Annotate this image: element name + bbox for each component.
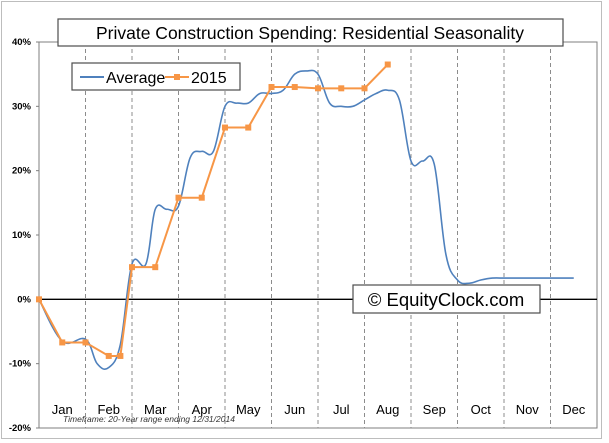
x-tick-label: Jun [284,402,305,417]
x-tick-label: Jul [333,402,350,417]
series-2015-point [117,352,124,359]
x-tick-label: Aug [376,402,399,417]
x-tick-label: Dec [562,402,586,417]
series-2015-point [175,194,182,201]
x-tick-label: May [236,402,261,417]
series-2015-point [59,339,66,346]
y-tick-label: 40% [12,37,32,48]
legend: Average 2015 [71,62,241,91]
y-tick-label: 10% [12,230,32,241]
watermark-text: © EquityClock.com [368,289,525,310]
y-tick-label: 20% [12,166,32,177]
series-2015-point [268,84,275,91]
watermark-box: © EquityClock.com [352,284,541,314]
x-axis-labels: Jan Feb Mar Apr May Jun Jul Aug Sep Oct Nov Dec [52,402,586,417]
x-tick-label: Apr [192,402,213,417]
series-2015-point [152,264,159,271]
y-tick-label: -20% [9,423,32,434]
series-2015-point [291,84,298,91]
x-tick-label: Mar [144,402,167,417]
x-tick-label: Nov [516,402,540,417]
legend-2015-label: 2015 [191,70,227,87]
series-2015-point [198,194,205,201]
series-average-line [38,69,574,370]
x-tick-label: Feb [98,402,120,417]
x-tick-label: Oct [471,402,492,417]
series-2015-point [36,296,42,303]
series-2015-point [338,85,345,92]
chart-border [1,1,602,439]
series-2015-point [129,264,135,271]
legend-average-label: Average [106,70,165,87]
footnote: Timeframe: 20-Year range ending 12/31/20… [63,414,235,424]
y-tick-label: -10% [9,359,32,370]
series-2015-point [245,124,252,131]
x-tick-label: Jan [52,402,73,417]
y-axis-ticks: -20% -10% 0% 10% 20% 30% 40% [9,37,39,434]
series-2015-point [315,85,321,92]
legend-2015-marker [174,74,180,80]
series-2015-point [105,352,112,359]
series-2015-point [222,124,228,131]
y-tick-label: 0% [17,294,31,305]
grid-lines [85,42,551,428]
series-2015-point [384,61,391,68]
y-tick-label: 30% [12,101,32,112]
series-2015-point [361,85,368,92]
chart-title: Private Construction Spending: Residenti… [96,23,524,43]
series-2015-point [82,339,89,346]
title-box: Private Construction Spending: Residenti… [57,18,564,47]
x-tick-label: Sep [423,402,446,417]
series-layer [36,61,574,370]
